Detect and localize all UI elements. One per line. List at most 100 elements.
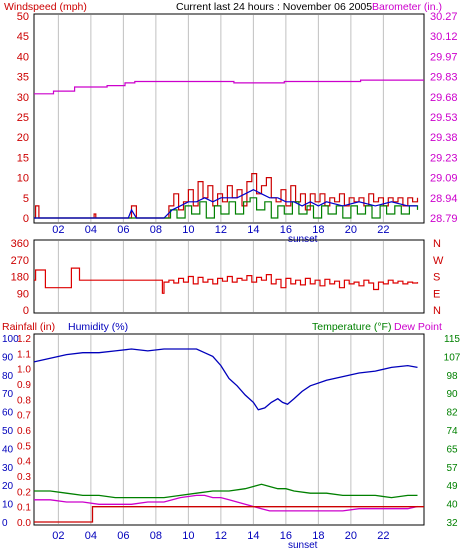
humidity-tick-label: 20: [2, 481, 14, 492]
barometer-tick-label: 30.27: [430, 11, 458, 23]
x-tick-label: 20: [345, 224, 357, 236]
direction-tick-label: 270: [11, 255, 29, 267]
rain-humidity-temp-panel: Rainfall (in) Humidity (%) Temperature (…: [2, 321, 461, 551]
x-tick-label: 10: [182, 530, 194, 542]
humidity-tick-label: 40: [2, 444, 14, 455]
barometer-tick-label: 29.53: [430, 112, 458, 124]
barometer-tick-label: 28.94: [430, 193, 458, 205]
wind-panel-border: [33, 13, 425, 224]
humidity-axis-title: Humidity (%): [68, 321, 128, 333]
direction-tick-label: 360: [11, 238, 29, 250]
x-tick-label: 04: [85, 530, 97, 542]
wind-panel-grid: [57, 15, 384, 222]
x-tick-label: 18: [312, 224, 324, 236]
temperature-tick-label: 82: [446, 408, 458, 419]
rainfall-tick-label: 1.0: [17, 365, 31, 376]
wind-speed-series: [34, 173, 419, 219]
wind-panel-x-ticks: 02 04 06 08 10 12 14 16 18 20 22: [52, 224, 389, 236]
humidity-tick-label: 50: [2, 426, 14, 437]
barometer-tick-label: 29.09: [430, 173, 458, 185]
barometer-axis-title: Barometer (in.): [372, 1, 442, 13]
x-tick-label: 16: [280, 530, 292, 542]
x-tick-label: 22: [377, 224, 389, 236]
rainfall-series: [34, 506, 424, 523]
x-tick-label: 20: [345, 530, 357, 542]
wind-direction-series: [34, 267, 419, 294]
windspeed-tick-label: 25: [17, 112, 29, 124]
wind-average-series: [34, 189, 418, 219]
temperature-tick-label: 98: [446, 371, 458, 382]
rainfall-axis-title: Rainfall (in): [2, 321, 55, 333]
windspeed-tick-label: 30: [17, 92, 29, 104]
temperature-tick-label: 107: [444, 352, 461, 363]
x-tick-label: 18: [312, 530, 324, 542]
compass-tick-label: N: [433, 238, 441, 250]
x-tick-label: 06: [117, 530, 129, 542]
x-tick-label: 04: [85, 224, 97, 236]
x-tick-label: 12: [215, 530, 227, 542]
windspeed-tick-label: 10: [17, 173, 29, 185]
temperature-tick-label: 65: [446, 444, 458, 455]
wind-panel-series: [34, 79, 424, 219]
humidity-tick-label: 30: [2, 463, 14, 474]
humidity-tick-label: 80: [2, 371, 14, 382]
rainfall-tick-label: 0.7: [17, 411, 31, 422]
barometer-series: [34, 79, 424, 95]
windspeed-tick-label: 50: [17, 11, 29, 23]
windspeed-tick-label: 0: [23, 213, 29, 225]
compass-tick-label: E: [433, 288, 440, 300]
rainfall-tick-label: 0.8: [17, 395, 31, 406]
x-tick-label: 14: [247, 530, 259, 542]
rainfall-tick-label: 1.2: [17, 334, 31, 345]
compass-tick-label: S: [433, 272, 440, 284]
barometer-tick-label: 29.38: [430, 132, 458, 144]
rainfall-tick-label: 0.1: [17, 503, 31, 514]
rainfall-tick-label: 0.2: [17, 487, 31, 498]
temperature-tick-label: 49: [446, 481, 458, 492]
rainfall-tick-label: 0.9: [17, 380, 31, 391]
temperature-ticks: 115 107 98 90 82 74 65 57 49 40 32: [444, 334, 461, 529]
rainfall-tick-label: 0.6: [17, 426, 31, 437]
humidity-tick-label: 60: [2, 408, 14, 419]
windspeed-tick-label: 40: [17, 51, 29, 63]
barometer-tick-label: 29.97: [430, 51, 458, 63]
x-tick-label: 16: [280, 224, 292, 236]
rain-panel-border: [33, 333, 425, 526]
direction-degree-ticks: 360 270 180 90 0: [11, 238, 29, 317]
humidity-tick-label: 90: [2, 352, 14, 363]
humidity-series: [33, 348, 418, 411]
temperature-tick-label: 74: [446, 426, 458, 437]
windspeed-tick-label: 20: [17, 132, 29, 144]
humidity-tick-label: 0: [2, 518, 8, 529]
humidity-tick-label: 70: [2, 389, 14, 400]
barometer-tick-label: 29.68: [430, 92, 458, 104]
x-tick-label: 02: [52, 224, 64, 236]
windspeed-tick-label: 35: [17, 72, 29, 84]
windspeed-tick-label: 15: [17, 152, 29, 164]
rain-panel-x-ticks: 02 04 06 08 10 12 14 16 18 20 22: [52, 530, 389, 542]
wind-gust-series: [34, 197, 419, 219]
x-tick-label: 02: [52, 530, 64, 542]
x-tick-label: 12: [215, 224, 227, 236]
barometer-tick-label: 29.83: [430, 72, 458, 84]
windspeed-tick-label: 5: [23, 193, 29, 205]
barometer-tick-label: 29.23: [430, 152, 458, 164]
x-tick-label: 08: [150, 530, 162, 542]
temperature-series: [34, 483, 418, 499]
rainfall-tick-label: 0.4: [17, 457, 31, 468]
temperature-tick-label: 32: [446, 518, 458, 529]
rainfall-tick-label: 0.3: [17, 472, 31, 483]
direction-series: [34, 267, 419, 294]
temperature-axis-title: Temperature (°F): [312, 321, 391, 333]
x-tick-label: 06: [117, 224, 129, 236]
barometer-tick-label: 30.12: [430, 31, 458, 43]
chart-title: Current last 24 hours : November 06 2005: [176, 1, 372, 13]
temperature-tick-label: 115: [444, 334, 460, 345]
x-tick-label: 22: [377, 530, 389, 542]
rain-panel-series: [33, 348, 424, 523]
x-tick-label: 14: [247, 224, 259, 236]
